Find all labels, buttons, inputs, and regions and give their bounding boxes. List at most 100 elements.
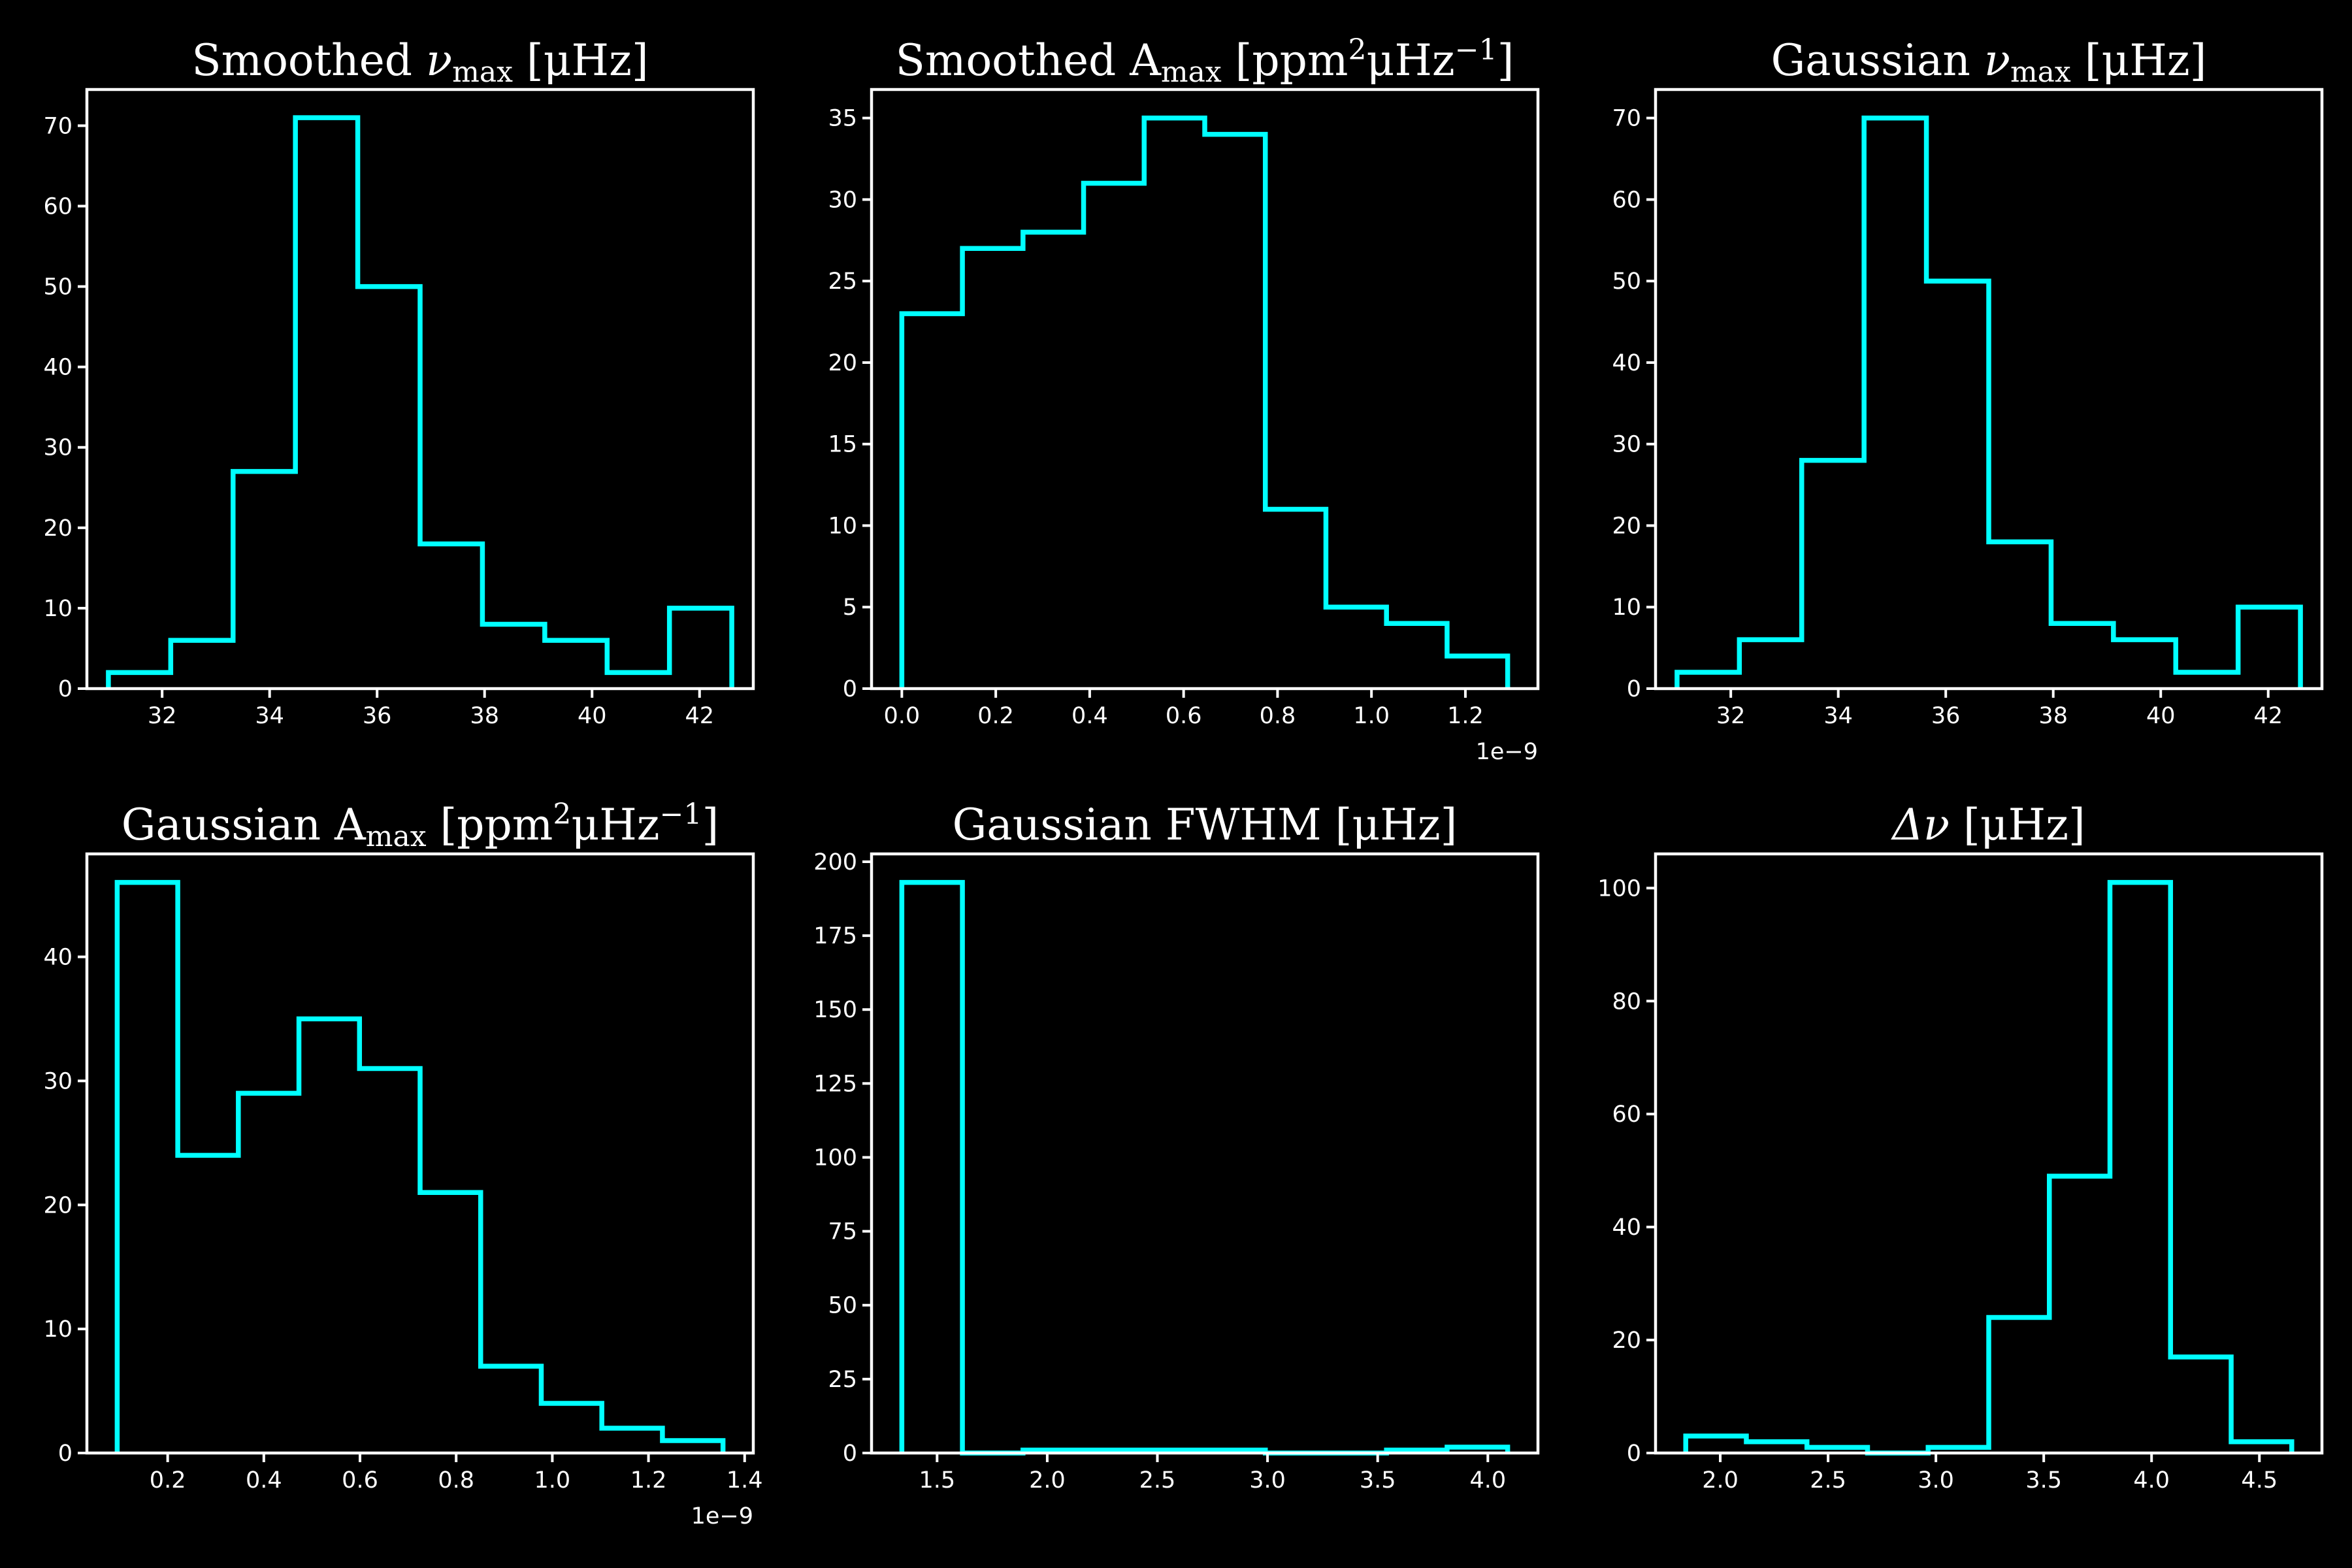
x-tick-label: 3.5 xyxy=(1360,1467,1396,1494)
y-tick-label: 125 xyxy=(813,1071,857,1097)
y-tick-label: 20 xyxy=(43,1192,73,1218)
panel-title: Smoothed νmax [μHz] xyxy=(191,35,648,89)
histogram-outline xyxy=(899,115,1511,689)
x-tick-label: 0.2 xyxy=(150,1467,186,1494)
y-tick-label: 75 xyxy=(828,1219,857,1245)
title-part: Gaussian xyxy=(1771,35,1984,86)
y-tick-label: 60 xyxy=(1612,1102,1641,1128)
x-tick-label: 4.0 xyxy=(2133,1467,2170,1494)
x-tick-label: 38 xyxy=(470,703,499,729)
y-tick-label: 0 xyxy=(1627,676,1641,702)
x-tick-label: 0.4 xyxy=(1071,703,1108,729)
y-tick-label: 0 xyxy=(843,676,857,702)
histogram-panel-2: Smoothed Amax [ppm2μHz−1] 0.0 0.2 0.4 0.6 0.8… xyxy=(828,33,1540,765)
y-tick-label: 10 xyxy=(1612,595,1641,621)
y-tick-label: 40 xyxy=(1612,1215,1641,1241)
x-tick-label: 0.0 xyxy=(884,703,921,729)
histogram-panel-3: Gaussian νmax [μHz] 32 34 36 38 40 42 0 10 20 30 40… xyxy=(1612,35,2324,729)
histogram-panel-5: Gaussian FWHM [μHz] 1.5 2.0 2.5 3.0 3.5 4.0 0 25… xyxy=(813,800,1540,1494)
x-tick-label: 36 xyxy=(1931,703,1961,729)
x-tick-label: 34 xyxy=(1823,703,1853,729)
axes-frame xyxy=(85,88,755,691)
y-tick-label: 30 xyxy=(43,1068,73,1094)
title-part: max xyxy=(366,820,427,853)
x-offset-label: 1e−9 xyxy=(691,1503,753,1529)
y-tick-label: 70 xyxy=(43,113,73,139)
y-tick-label: 5 xyxy=(843,595,857,621)
x-tick-label: 3.5 xyxy=(2025,1467,2062,1494)
x-tick-label: 4.5 xyxy=(2241,1467,2278,1494)
title-part: [ppm xyxy=(1222,35,1348,86)
y-tick-label: 40 xyxy=(43,355,73,381)
title-part: [μHz] xyxy=(513,35,649,86)
y-tick-label: 50 xyxy=(828,1293,857,1319)
histogram-outline xyxy=(899,879,1511,1456)
y-tick-label: 30 xyxy=(1612,432,1641,458)
axes-frame xyxy=(870,88,1540,691)
y-tick-label: 0 xyxy=(58,1441,73,1467)
x-tick-label: 34 xyxy=(255,703,284,729)
x-tick-label: 0.4 xyxy=(246,1467,282,1494)
y-tick-label: 20 xyxy=(1612,513,1641,539)
y-tick-label: 70 xyxy=(1612,106,1641,132)
y-tick-label: 50 xyxy=(43,274,73,301)
x-offset-label: 1e−9 xyxy=(1476,739,1538,765)
x-tick-label: 0.6 xyxy=(342,1467,378,1494)
y-tick-label: 10 xyxy=(43,1316,73,1343)
y-tick-label: 175 xyxy=(813,923,857,949)
x-tick-label: 32 xyxy=(148,703,177,729)
y-tick-label: 20 xyxy=(828,350,857,376)
x-tick-label: 40 xyxy=(2146,703,2176,729)
title-part: −1 xyxy=(1455,33,1497,67)
y-tick-label: 0 xyxy=(58,676,73,702)
panel-title: Gaussian FWHM [μHz] xyxy=(953,800,1458,850)
title-part: max xyxy=(2010,56,2071,89)
x-tick-label: 0.2 xyxy=(977,703,1014,729)
x-tick-label: 38 xyxy=(2038,703,2068,729)
title-part: max xyxy=(452,56,513,89)
y-tick-label: 60 xyxy=(43,193,73,220)
y-tick-label: 200 xyxy=(813,849,857,875)
x-tick-label: 2.5 xyxy=(1810,1467,1846,1494)
y-tick-label: 0 xyxy=(843,1441,857,1467)
title-part: Smoothed A xyxy=(896,35,1162,86)
panel-title: Gaussian Amax [ppm2μHz−1] xyxy=(122,798,719,853)
x-tick-label: 0.8 xyxy=(438,1467,474,1494)
x-tick-label: 4.0 xyxy=(1469,1467,1506,1494)
axes-frame xyxy=(1654,852,2324,1455)
x-tick-label: 40 xyxy=(578,703,607,729)
x-tick-label: 1.0 xyxy=(1353,703,1390,729)
title-part: [μHz] xyxy=(1950,800,2085,850)
histogram-outline xyxy=(1674,115,2303,689)
axes-frame xyxy=(85,852,755,1455)
histogram-panel-1: Smoothed νmax [μHz] 32 34 36 38 40 42 0 10 20 30 40… xyxy=(43,35,755,729)
title-part: Δν xyxy=(1890,800,1950,850)
histogram-panel-6: Δν [μHz] 2.0 2.5 3.0 3.5 4.0 4.5 0 20 40 60 80 100 xyxy=(1597,800,2324,1494)
y-tick-label: 25 xyxy=(828,1367,857,1393)
title-part: 2 xyxy=(1348,33,1366,67)
x-tick-label: 2.5 xyxy=(1139,1467,1176,1494)
title-part: [μHz] xyxy=(2071,35,2207,86)
title-part: Smoothed xyxy=(191,35,426,86)
y-tick-label: 10 xyxy=(828,513,857,539)
x-tick-label: 42 xyxy=(685,703,714,729)
histogram-outline xyxy=(114,879,726,1453)
y-tick-label: 15 xyxy=(828,432,857,458)
y-tick-label: 30 xyxy=(828,187,857,213)
title-part: Gaussian A xyxy=(122,800,367,850)
y-tick-label: 80 xyxy=(1612,988,1641,1015)
x-tick-label: 0.6 xyxy=(1166,703,1202,729)
title-part: μHz xyxy=(1366,35,1454,86)
title-part: [ppm xyxy=(427,800,553,850)
title-part: μHz xyxy=(571,800,659,850)
y-tick-label: 150 xyxy=(813,997,857,1023)
panel-title: Smoothed Amax [ppm2μHz−1] xyxy=(896,33,1514,89)
x-tick-label: 1.5 xyxy=(919,1467,955,1494)
y-tick-label: 40 xyxy=(1612,350,1641,376)
y-tick-label: 20 xyxy=(1612,1328,1641,1354)
x-tick-label: 1.4 xyxy=(727,1467,763,1494)
x-tick-label: 1.2 xyxy=(1447,703,1484,729)
axes-frame xyxy=(1654,88,2324,691)
y-tick-label: 100 xyxy=(1597,875,1641,902)
